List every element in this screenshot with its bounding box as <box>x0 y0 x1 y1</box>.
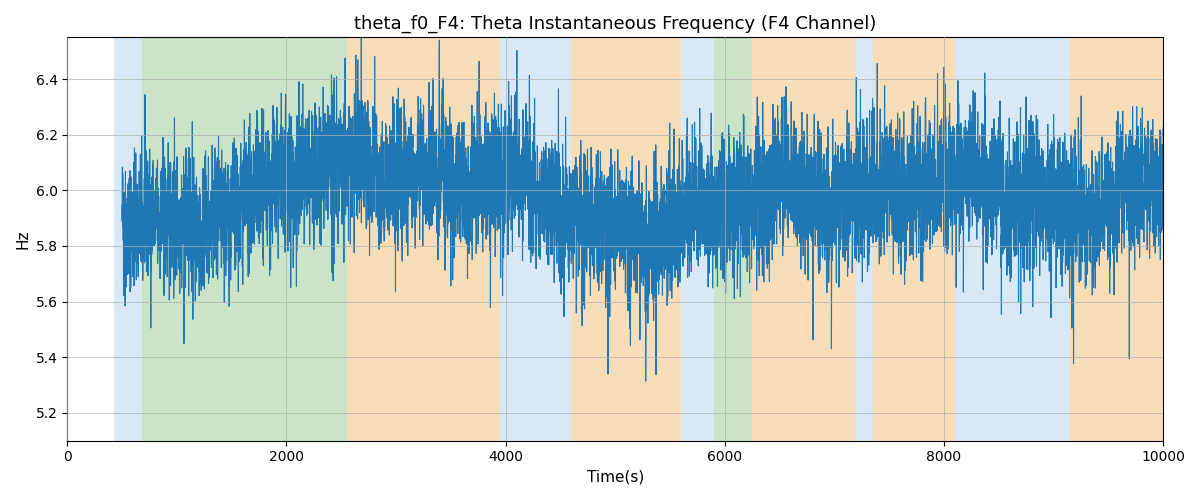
Title: theta_f0_F4: Theta Instantaneous Frequency (F4 Channel): theta_f0_F4: Theta Instantaneous Frequen… <box>354 15 876 34</box>
Bar <box>955 38 1070 440</box>
Bar <box>714 38 752 440</box>
Bar <box>347 38 500 440</box>
Y-axis label: Hz: Hz <box>16 230 30 249</box>
Bar <box>857 38 872 440</box>
Bar <box>571 38 680 440</box>
Bar <box>752 38 857 440</box>
Bar <box>500 38 571 440</box>
Bar <box>1070 38 1163 440</box>
Bar <box>114 38 142 440</box>
X-axis label: Time(s): Time(s) <box>587 470 643 485</box>
Bar <box>142 38 347 440</box>
Bar <box>872 38 955 440</box>
Bar <box>680 38 714 440</box>
